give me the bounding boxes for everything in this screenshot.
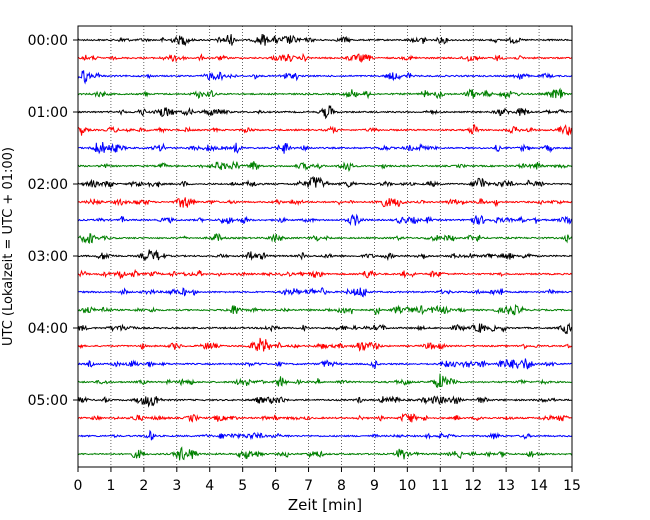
trace-0415 [77,337,573,352]
x-tick-label-11: 11 [431,478,449,494]
y-axis-label: UTC (Lokalzeit = UTC + 01:00) [1,147,16,346]
trace-0500 [77,395,573,408]
trace-0230 [77,213,573,226]
x-tick-label-7: 7 [304,478,313,494]
trace-0100 [77,105,573,120]
trace-0115 [77,123,573,136]
trace-0530 [77,429,573,441]
y-axis: 00:00 01:00 02:00 03:00 04:00 05:00 [28,33,78,409]
x-tick-label-0: 0 [74,478,83,494]
traces [77,34,573,461]
trace-0245 [77,232,573,244]
trace-0515 [77,412,573,423]
x-tick-label-13: 13 [497,478,515,494]
x-tick-label-6: 6 [271,478,280,494]
x-axis: 0 1 2 3 4 5 6 7 8 9 10 11 12 13 14 15 [74,467,581,494]
trace-0030 [77,70,573,85]
trace-0430 [77,358,573,370]
trace-0330 [77,287,573,298]
y-tick-label-2: 02:00 [28,177,68,193]
trace-0400 [77,322,573,335]
trace-0015 [77,52,573,63]
trace-0215 [77,197,573,208]
x-tick-label-8: 8 [337,478,346,494]
x-axis-label: Zeit [min] [288,496,362,514]
x-tick-label-10: 10 [398,478,416,494]
trace-0345 [77,303,573,316]
x-tick-label-15: 15 [563,478,581,494]
x-tick-label-14: 14 [530,478,548,494]
trace-0200 [77,175,573,189]
y-tick-label-3: 03:00 [28,249,68,265]
y-tick-label-0: 00:00 [28,33,68,49]
grid [110,26,540,467]
x-tick-label-9: 9 [370,478,379,494]
x-tick-label-2: 2 [139,478,148,494]
trace-0300 [77,249,573,262]
x-tick-label-5: 5 [238,478,247,494]
y-tick-label-1: 01:00 [28,105,68,121]
x-tick-label-4: 4 [205,478,214,494]
trace-0000 [77,34,573,47]
x-tick-label-12: 12 [464,478,482,494]
trace-0315 [77,268,573,280]
x-tick-label-1: 1 [106,478,115,494]
trace-0445 [77,373,573,389]
trace-0130 [77,142,573,155]
trace-0545 [77,446,573,461]
plot-frame [77,25,573,468]
y-tick-label-5: 05:00 [28,393,68,409]
trace-0045 [77,87,573,100]
x-tick-label-3: 3 [172,478,181,494]
trace-0145 [77,160,573,172]
y-tick-label-4: 04:00 [28,321,68,337]
